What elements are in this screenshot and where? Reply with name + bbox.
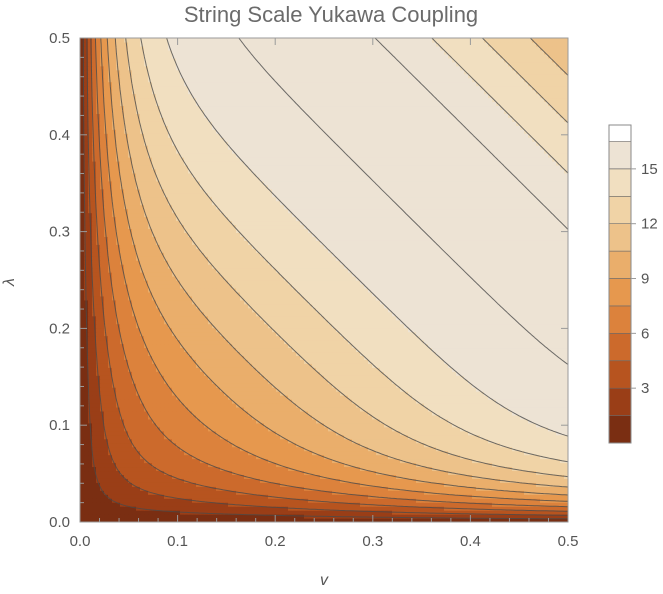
colorbar-band	[608, 196, 632, 225]
colorbar-band	[608, 141, 632, 170]
colorbar-band	[608, 168, 632, 197]
y-tick-label: 0.5	[49, 30, 70, 47]
contour-line-8	[140, 38, 568, 463]
colorbar-legend: 3 6 9 12 15	[608, 124, 658, 444]
colorbar-band	[608, 278, 632, 307]
colorbar-band	[608, 415, 632, 444]
x-tick-label: 0.5	[558, 533, 579, 550]
contour-line-0	[82, 38, 568, 520]
contour-line-4	[100, 38, 568, 502]
colorbar-band	[608, 332, 632, 361]
contour-line-6	[114, 38, 568, 488]
x-tick-label: 0.1	[167, 533, 188, 550]
colorbar-tick-label: 9	[641, 271, 649, 288]
plot-frame	[79, 37, 569, 523]
y-tick-label: 0.4	[49, 127, 70, 144]
contour-line-2	[90, 38, 568, 512]
colorbar-tick-label: 3	[641, 380, 649, 397]
colorbar-tick-label: 6	[641, 325, 649, 342]
x-axis-ticks: 0.0 0.1 0.2 0.3 0.4 0.5	[70, 38, 579, 550]
colorbar-band	[608, 223, 632, 252]
x-tick-label: 0.2	[265, 533, 286, 550]
colorbar-band	[608, 387, 632, 416]
x-tick-label: 0.4	[460, 533, 481, 550]
contour-line-9	[166, 38, 568, 437]
contour-line-10	[238, 38, 568, 365]
x-tick-label: 0.3	[362, 533, 383, 550]
colorbar-band	[608, 360, 632, 389]
chart-title: String Scale Yukawa Coupling	[184, 2, 478, 27]
colorbar-tick-label: 15	[641, 161, 658, 178]
colorbar-frame	[608, 124, 632, 444]
contour-line-1	[86, 38, 568, 516]
x-tick-label: 0.0	[70, 533, 91, 550]
y-axis-label: λ	[1, 278, 18, 287]
plot-area	[80, 38, 568, 522]
y-axis-ticks: 0.0 0.1 0.2 0.3 0.4 0.5	[49, 30, 568, 531]
y-tick-label: 0.1	[49, 417, 70, 434]
contour-line-3	[94, 38, 568, 508]
contour-bands	[80, 38, 568, 522]
x-axis-label: v	[320, 572, 329, 589]
colorbar-band	[608, 250, 632, 279]
y-tick-label: 0.2	[49, 320, 70, 337]
contour-line-5	[106, 38, 568, 496]
colorbar-band	[608, 305, 632, 334]
y-tick-label: 0.0	[49, 514, 70, 531]
contour-lines	[82, 38, 568, 520]
colorbar-tick-label: 12	[641, 216, 658, 233]
y-tick-label: 0.3	[49, 224, 70, 241]
